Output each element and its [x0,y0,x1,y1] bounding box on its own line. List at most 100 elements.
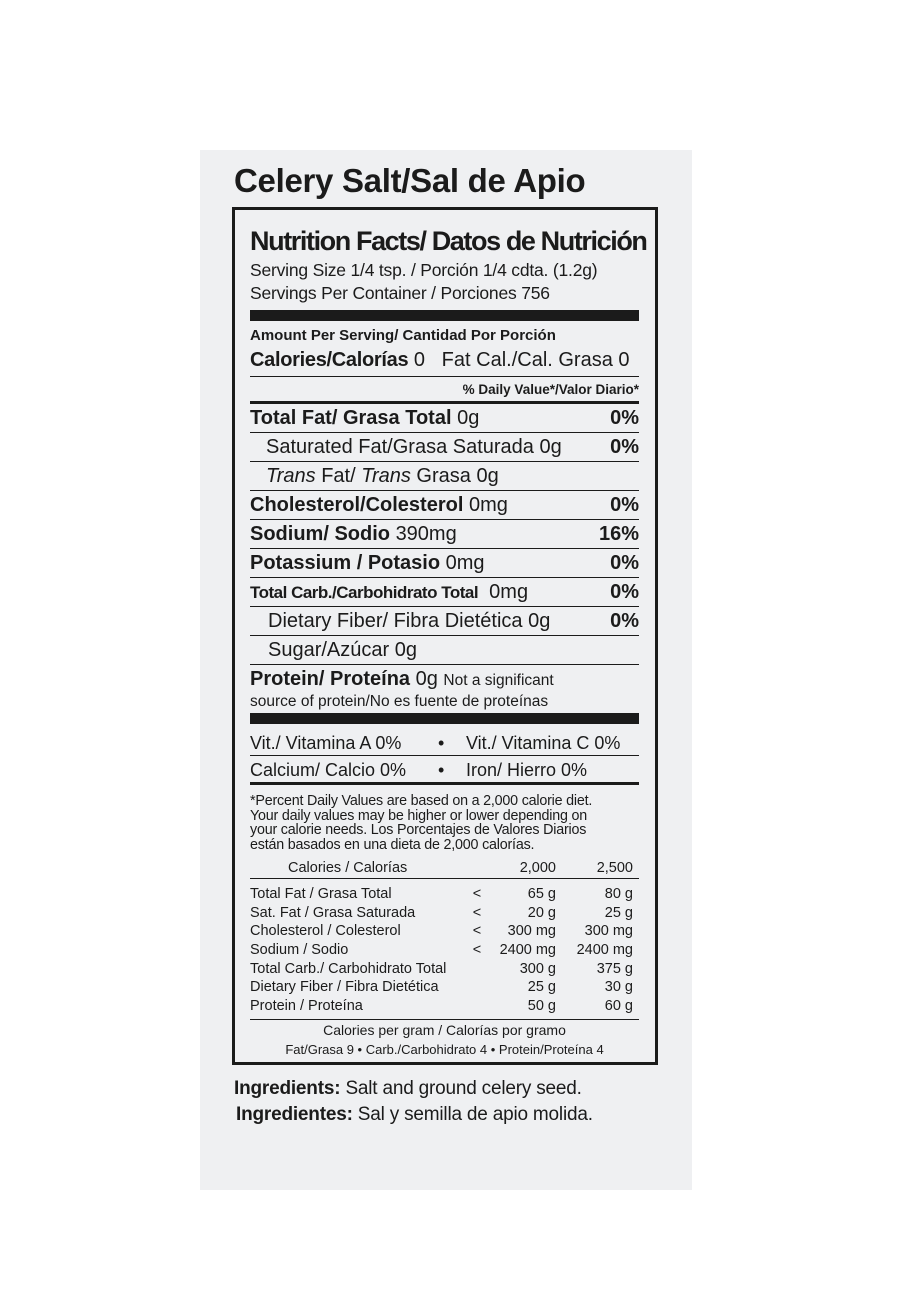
daily-value: 16% [598,523,639,545]
nutrient-row: Total Carb./Carbohidrato Total 0mg 0% [250,577,639,606]
servings: Servings Per Container / Porciones 756 [250,283,550,303]
table-cell: Total Fat / Grasa Total [250,886,392,903]
nutrient-row: Cholesterol/Colesterol 0mg 0% [250,490,639,519]
table-cell: < [472,886,482,903]
thick-rule [250,713,639,724]
nutrient-name-italic: Trans [361,465,411,487]
table-header: 2,000 [492,858,556,879]
nutrient-row: Trans Fat/ Trans Grasa 0g [250,461,639,490]
nutrient-amount: 390mg [395,523,457,545]
daily-value: 0% [610,552,639,574]
nutrient-name: Fat/ [321,465,356,487]
facts-heading: Nutrition Facts/ Datos de Nutrición [250,226,648,256]
nutrition-content: Nutrition Facts/ Datos de Nutrición Serv… [250,226,648,1060]
table-cell: 80 g [604,886,633,903]
nutrient-name: Sugar/Azúcar [268,639,390,661]
nutrient-amount: 0g [528,610,551,632]
nutrient-name: Saturated Fat/Grasa Saturada [266,436,534,458]
calories-label: Calories/Calorías [250,349,409,371]
thick-rule [250,310,639,321]
table-row: Protein / Proteína 50 g 60 g [250,997,639,1016]
serving-size: Serving Size 1/4 tsp. / Porción 1/4 cdta… [250,260,598,280]
fat-calories: Fat Cal./Cal. Grasa 0 [441,349,630,371]
table-header: Calories / Calorías [250,858,462,879]
table-cell: 300 mg [584,923,633,940]
nutrient-amount: 0g [457,407,480,429]
nutrient-name-italic: Trans [266,465,316,487]
daily-value: 0% [610,494,639,516]
nutrient-name: Cholesterol/Colesterol [250,494,464,516]
nutrient: Cholesterol/Colesterol 0mg [250,491,508,519]
table-row: Sodium / Sodio <2400 mg 2400 mg [250,941,639,960]
nutrient: Sugar/Azúcar 0g [268,636,417,664]
nutrient: Dietary Fiber/ Fibra Dietética 0g [268,607,550,635]
table-cell: 60 g [604,997,633,1014]
table-row: Total Fat / Grasa Total <65 g 80 g [250,879,639,904]
table-cell: Sodium / Sodio [250,942,349,959]
nutrient-amount: 0g [539,436,562,458]
table-header [462,858,492,879]
nutrient-row: Sugar/Azúcar 0g [250,635,639,664]
separator: • [438,760,445,780]
nutrient: Potassium / Potasio 0mg [250,549,485,577]
footnote-line: *Percent Daily Values are based on a 2,0… [250,793,593,809]
table-cell [462,978,492,997]
separator: • [438,733,445,753]
nutrient-name: Protein/ Proteína [250,668,411,690]
table-cell: Sat. Fat / Grasa Saturada [250,904,416,921]
footnote: *Percent Daily Values are based on a 2,0… [250,794,639,852]
table-cell: < [472,904,482,921]
table-cell [462,959,492,978]
nutrient-amount: 0mg [489,581,529,603]
table-row: Total Carb./ Carbohidrato Total 300 g 375 … [250,959,639,978]
table-row: Cholesterol / Colesterol <300 mg 300 mg [250,922,639,941]
ingredients-label: Ingredientes: [236,1104,353,1125]
vitamin: Calcium/ Calcio 0% [250,760,407,780]
nutrient: Saturated Fat/Grasa Saturada 0g [266,433,562,461]
nutrient: Total Carb./Carbohidrato Total 0mg [250,578,528,606]
vitamin-row: Vit./ Vitamina A 0% • Vit./ Vitamina C 0% [250,729,639,755]
nutrient: Trans Fat/ Trans Grasa 0g [266,462,499,490]
table-cell: 65 g [527,886,556,903]
ingredients-label: Ingredients: [234,1078,341,1099]
nutrient-name: Sodium/ Sodio [250,523,390,545]
nutrient-amount: 0g [476,465,499,487]
calories-per-gram: Calories per gram / Calorías por gramo [250,1019,639,1040]
daily-value-header: % Daily Value*/Valor Diario* [250,377,639,404]
table-cell: Dietary Fiber / Fibra Dietética [250,979,439,996]
nutrient-amount: 0mg [468,494,508,516]
table-cell: < [472,942,482,959]
nutrition-box: Nutrition Facts/ Datos de Nutrición Serv… [232,207,658,1065]
nutrient: Sodium/ Sodio 390mg [250,520,457,548]
table-head: Calories / Calorías 2,000 2,500 [250,858,639,879]
table-cell: Cholesterol / Colesterol [250,923,401,940]
vitamin-row: Calcium/ Calcio 0% • Iron/ Hierro 0% [250,755,639,782]
vitamin: Iron/ Hierro 0% [466,760,588,780]
nutrient-name: Grasa [416,465,471,487]
nutrient-rows: Total Fat/ Grasa Total 0g 0% Saturated Fa… [250,404,639,664]
table-cell: 25 g [604,904,633,921]
footnote-line: your calorie needs. Los Porcentajes de V… [250,822,587,838]
nutrient-row: Saturated Fat/Grasa Saturada 0g 0% [250,432,639,461]
daily-value: 0% [610,407,639,429]
table-cell: 30 g [604,979,633,996]
table-cell: 300 g [519,960,556,977]
nutrient-amount: 0g [415,668,438,690]
nutrient-name: Potassium / Potasio [250,552,441,574]
table-row: Dietary Fiber / Fibra Dietética 25 g 30 g [250,978,639,997]
product-title: Celery Salt/Sal de Apio [234,162,586,199]
table-cell: < [472,923,482,940]
table-cell [462,997,492,1016]
vitamins: Vit./ Vitamina A 0% • Vit./ Vitamina C 0% C… [250,729,639,785]
table-body: Total Fat / Grasa Total <65 g 80 g Sat. Fat… [250,879,639,1016]
table-row: Sat. Fat / Grasa Saturada <20 g 25 g [250,904,639,923]
table-cell: Total Carb./ Carbohidrato Total [250,960,447,977]
calories-value: 0 [413,349,425,371]
nutrient-name: Total Carb./Carbohidrato Total [250,583,479,602]
nutrient-row: Dietary Fiber/ Fibra Dietética 0g 0% [250,606,639,635]
ingredients-text: Salt and ground celery seed. [345,1078,582,1099]
table-cell: 20 g [527,904,556,921]
label-panel [200,150,692,1190]
ingredients-en: Ingredients: Salt and ground celery seed… [234,1078,582,1100]
